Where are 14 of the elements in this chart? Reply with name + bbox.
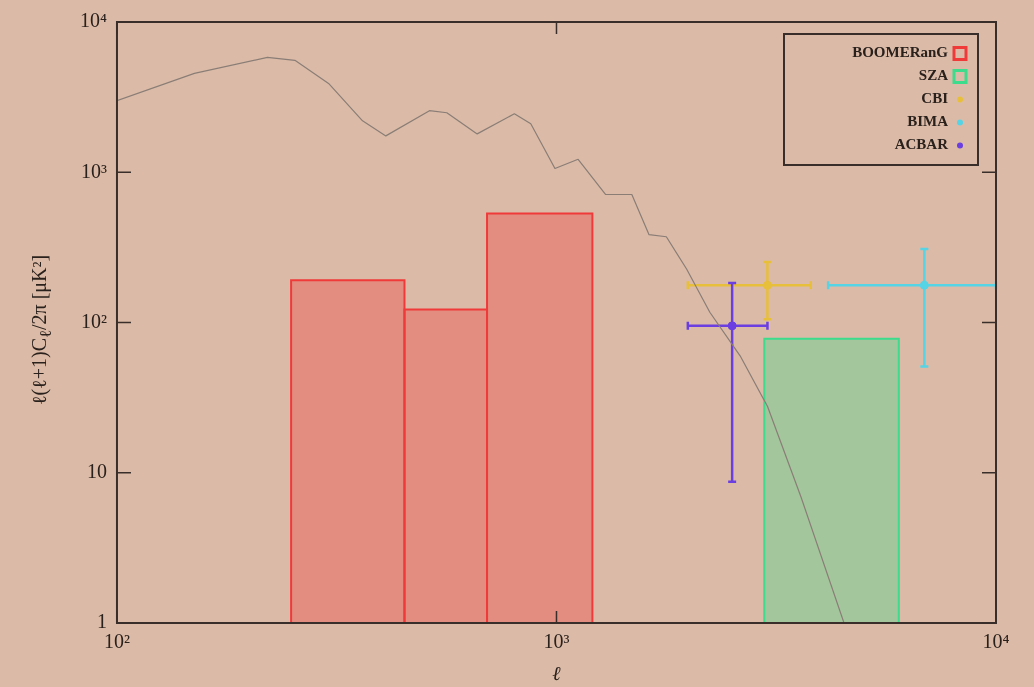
legend-label: ACBAR (894, 136, 949, 153)
legend-label: BIMA (907, 113, 949, 130)
x-tick-label: 10⁴ (982, 630, 1010, 653)
y-tick-label: 10³ (80, 159, 107, 182)
legend-label: SZA (918, 67, 949, 84)
x-tick-label: 10³ (543, 630, 570, 653)
y-tick-label: 10⁴ (79, 9, 107, 32)
x-tick-label: 10² (103, 630, 130, 653)
legend-label: BOOMERanG (852, 44, 949, 61)
y-tick-label: 10 (86, 460, 107, 482)
legend-label: CBI (921, 90, 949, 107)
y-tick-label: 1 (96, 610, 107, 633)
x-axis-title: ℓ (552, 662, 562, 685)
y-tick-label: 10² (80, 309, 107, 332)
